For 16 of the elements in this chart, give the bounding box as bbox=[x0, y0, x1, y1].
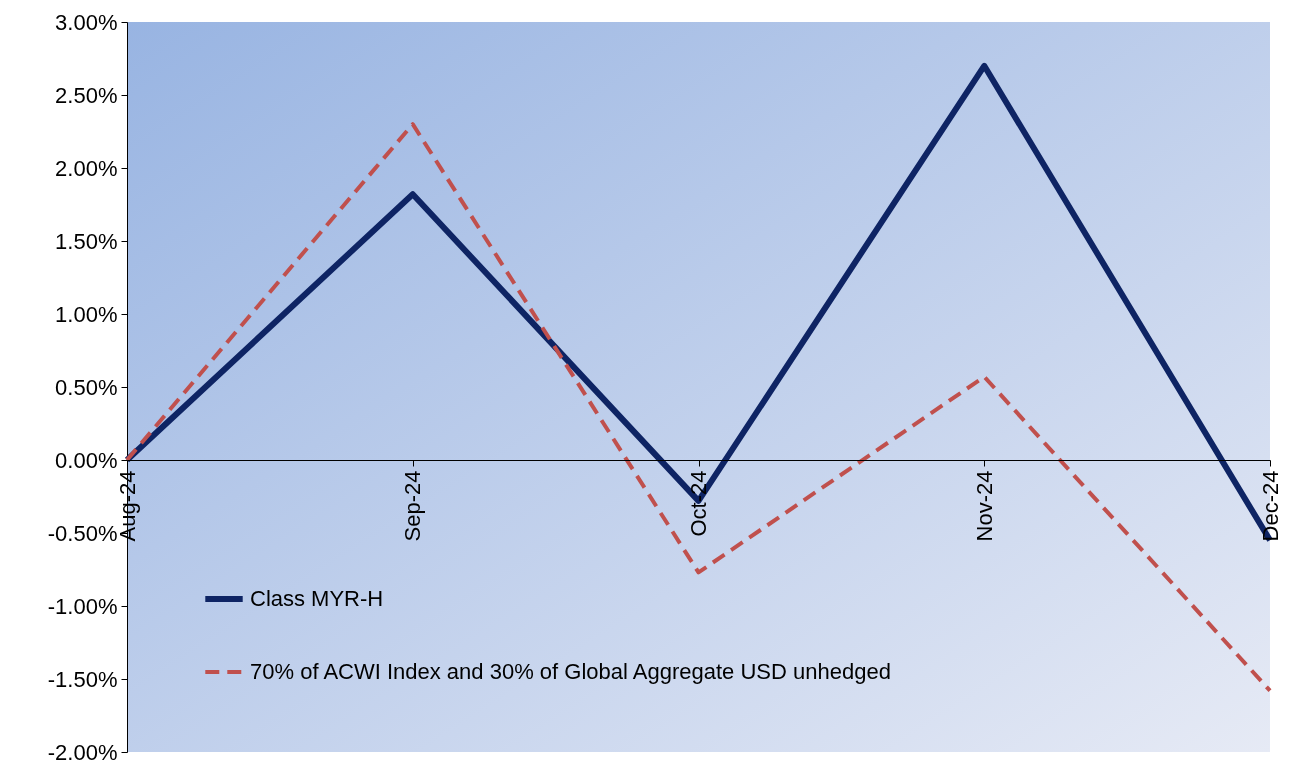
y-tick-label: 1.50% bbox=[55, 228, 118, 254]
x-tick-label: Oct-24 bbox=[686, 470, 711, 537]
y-tick-label: 1.00% bbox=[55, 301, 118, 327]
y-tick-label: 0.00% bbox=[55, 447, 118, 473]
legend-label: Class MYR-H bbox=[250, 586, 384, 611]
y-tick-label: 3.00% bbox=[55, 9, 118, 35]
x-tick-label: Sep-24 bbox=[400, 470, 426, 542]
y-tick-label: -1.50% bbox=[47, 666, 118, 692]
y-tick-label: -1.00% bbox=[47, 593, 118, 619]
legend-label: 70% of ACWI Index and 30% of Global Aggregate USD unhedged bbox=[250, 659, 891, 684]
y-tick-label: 2.50% bbox=[55, 82, 118, 108]
y-tick-label: 2.00% bbox=[55, 155, 118, 181]
x-tick-label: Dec-24 bbox=[1257, 470, 1283, 542]
y-tick-label: 0.50% bbox=[55, 374, 118, 400]
y-tick-label: -2.00% bbox=[47, 739, 118, 765]
x-tick-label: Nov-24 bbox=[971, 470, 997, 542]
